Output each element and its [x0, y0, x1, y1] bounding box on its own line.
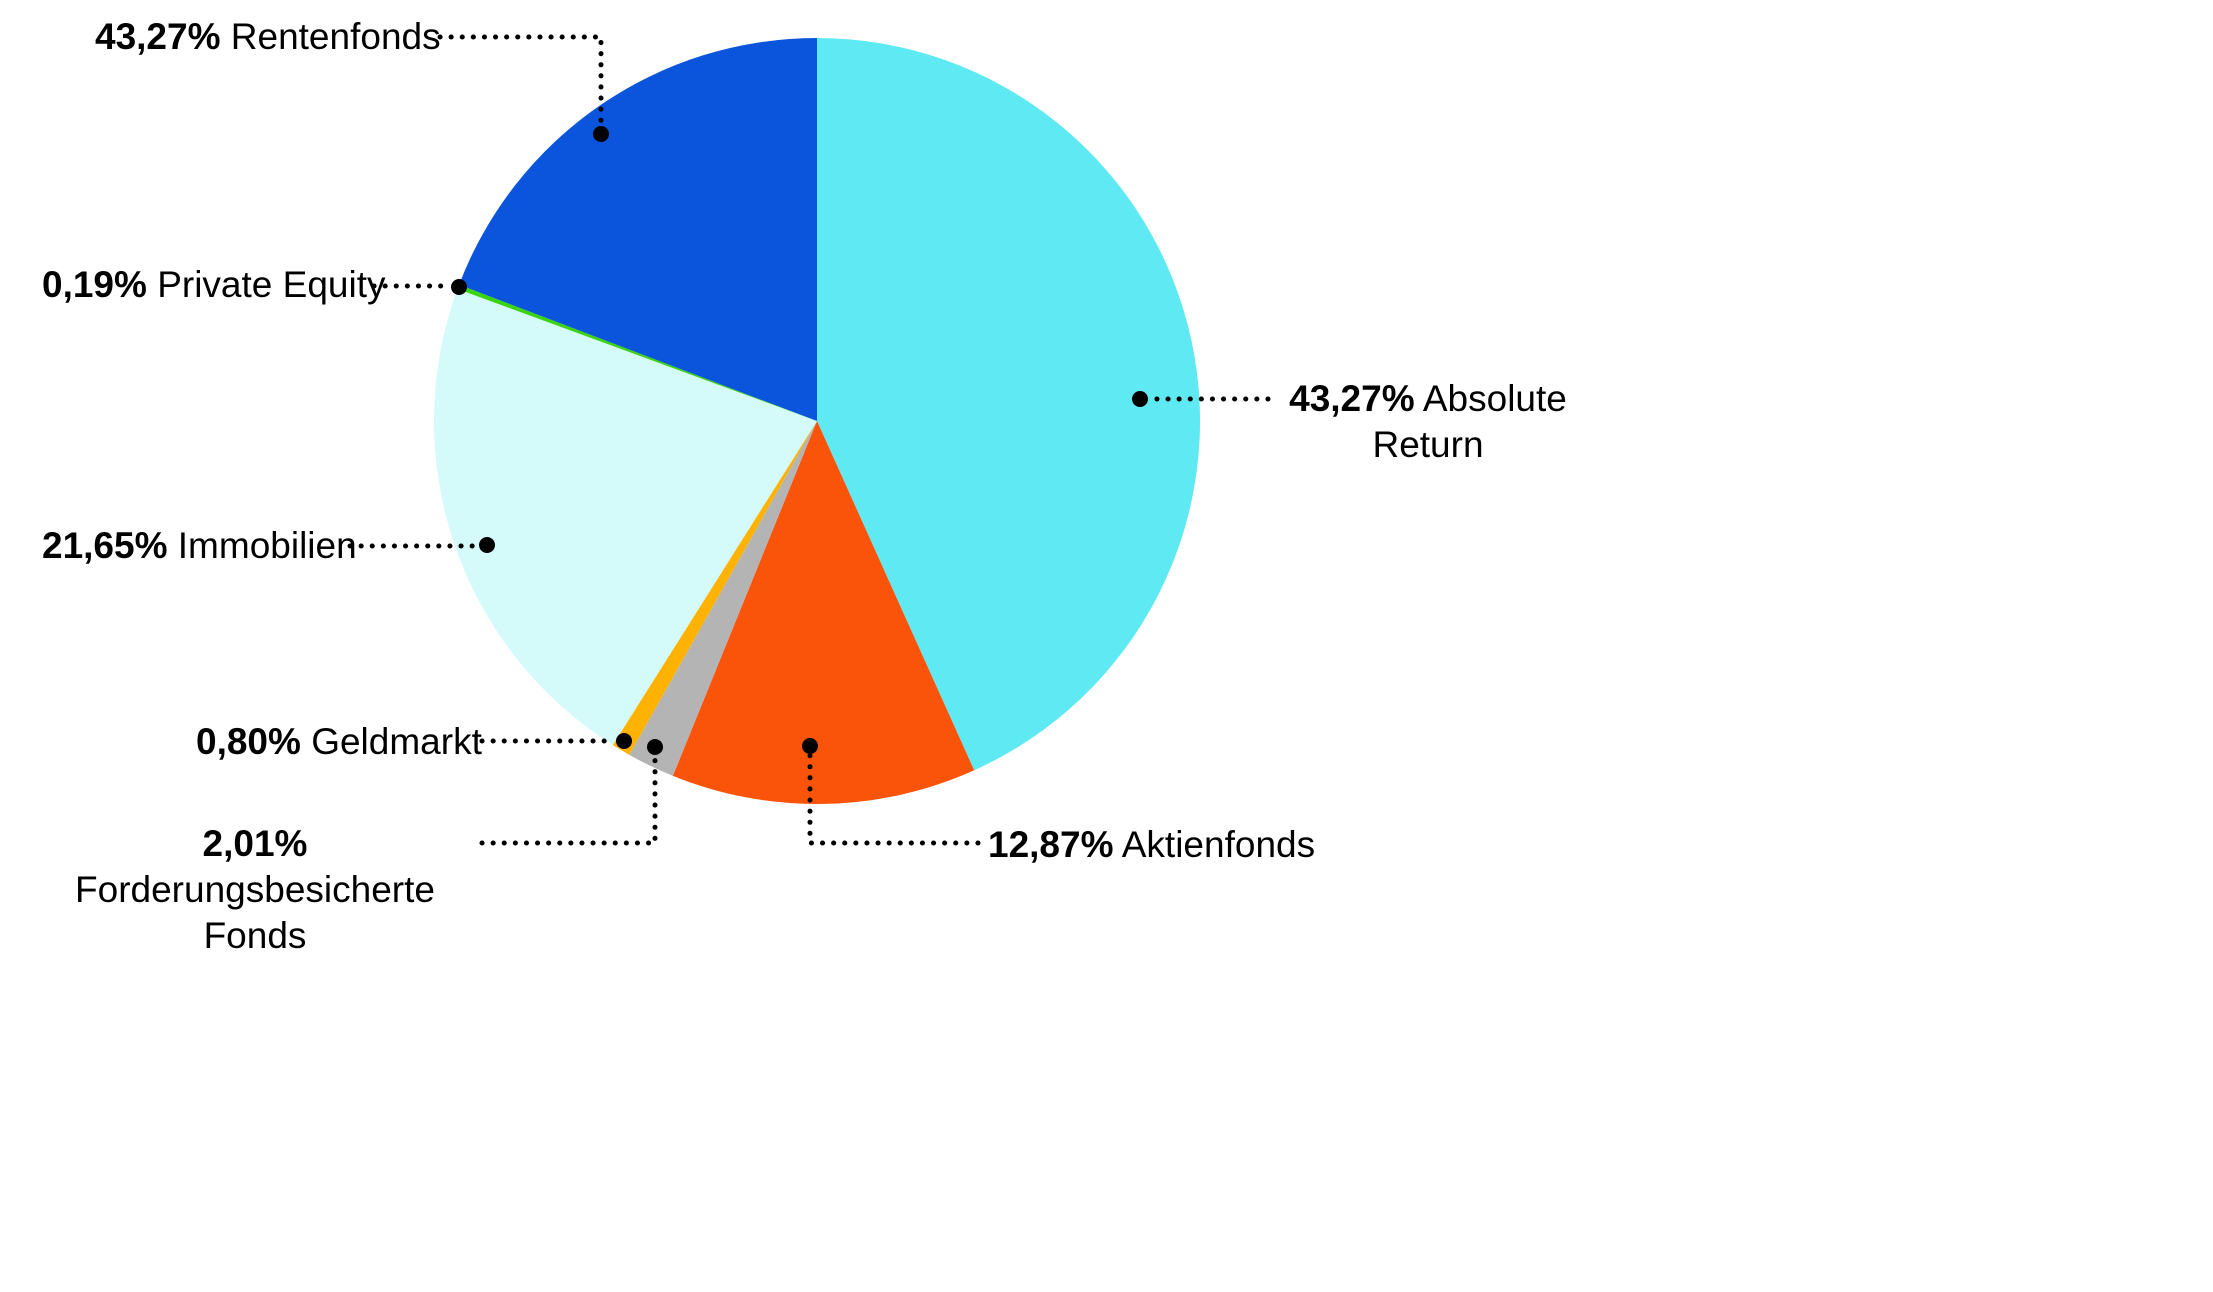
marker-dot-absolute-return	[1132, 391, 1148, 407]
immobilien-percent: 21,65%	[42, 525, 168, 566]
pie-slice-rentenfonds	[459, 38, 817, 421]
leader-line-forderungsbesicherte-fonds	[479, 753, 658, 846]
marker-dot-private-equity	[451, 279, 467, 295]
absolute-return-percent: 43,27%	[1289, 378, 1415, 419]
geldmarkt-percent: 0,80%	[196, 721, 301, 762]
callout-absolute-return: 43,27% Absolute Return	[1283, 376, 1573, 468]
pie-slice-absolute-return	[817, 38, 1201, 771]
callout-forderungsbesicherte-fonds: 2,01% Forderungsbesicherte Fonds	[20, 821, 490, 959]
rentenfonds-percent: 43,27%	[95, 16, 221, 57]
marker-dot-forderungsbesicherte-fonds	[647, 739, 663, 755]
marker-dot-immobilien	[479, 537, 495, 553]
callout-aktienfonds: 12,87% Aktienfonds	[988, 822, 1315, 868]
marker-dot-aktienfonds	[802, 738, 818, 754]
geldmarkt-label: Geldmarkt	[311, 721, 482, 762]
callout-geldmarkt: 0,80% Geldmarkt	[196, 719, 482, 765]
forderungsbesicherte-percent: 2,01%	[202, 823, 308, 864]
private-equity-percent: 0,19%	[42, 264, 147, 305]
immobilien-label: Immobilien	[177, 525, 357, 566]
aktienfonds-percent: 12,87%	[988, 824, 1114, 865]
callout-immobilien: 21,65% Immobilien	[42, 523, 357, 569]
leader-line-aktienfonds	[807, 752, 981, 846]
callout-rentenfonds: 43,27% Rentenfonds	[95, 14, 441, 60]
private-equity-label: Private Equity	[157, 264, 386, 305]
pie-slice-forderungsbesicherte-fonds	[629, 421, 817, 776]
callout-private-equity: 0,19% Private Equity	[42, 262, 385, 308]
pie-slice-aktienfonds	[672, 421, 975, 805]
marker-dot-rentenfonds	[593, 126, 609, 142]
pie-slice-private-equity	[457, 284, 817, 421]
absolute-return-label: Absolute Return	[1372, 378, 1567, 465]
forderungsbesicherte-label: Forderungsbesicherte Fonds	[75, 869, 435, 956]
pie-slice-geldmarkt	[612, 421, 817, 755]
leader-line-rentenfonds	[437, 34, 604, 129]
pie-slice-immobilien	[433, 289, 817, 746]
aktienfonds-label: Aktienfonds	[1121, 824, 1316, 865]
marker-dot-geldmarkt	[616, 733, 632, 749]
rentenfonds-label: Rentenfonds	[230, 16, 441, 57]
